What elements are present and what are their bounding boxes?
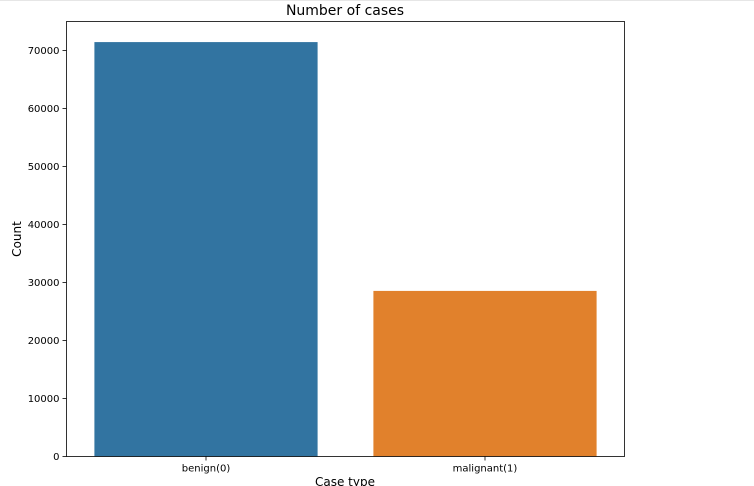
bar-benign	[94, 42, 318, 457]
bars-group	[94, 42, 597, 457]
x-axis-label: Case type	[315, 475, 375, 486]
bar-malignant	[373, 290, 597, 457]
x-tick-label: benign(0)	[182, 464, 231, 475]
y-tick-label: 0	[53, 452, 59, 463]
y-tick-label: 50000	[28, 162, 60, 173]
y-tick-label: 40000	[28, 220, 60, 231]
chart-title: Number of cases	[286, 3, 404, 19]
x-tick-label: malignant(1)	[453, 464, 518, 475]
y-axis-label: Count	[10, 221, 24, 257]
y-tick-label: 20000	[28, 336, 60, 347]
y-axis: 0 10000 20000 30000 40000 50000 60000 70000	[28, 46, 67, 463]
y-tick-label: 30000	[28, 278, 60, 289]
y-tick-label: 60000	[28, 104, 60, 115]
y-tick-label: 10000	[28, 394, 60, 405]
y-tick-label: 70000	[28, 46, 60, 57]
x-axis: benign(0) malignant(1)	[182, 456, 518, 475]
top-border	[0, 0, 754, 1]
plot-frame	[66, 21, 625, 457]
